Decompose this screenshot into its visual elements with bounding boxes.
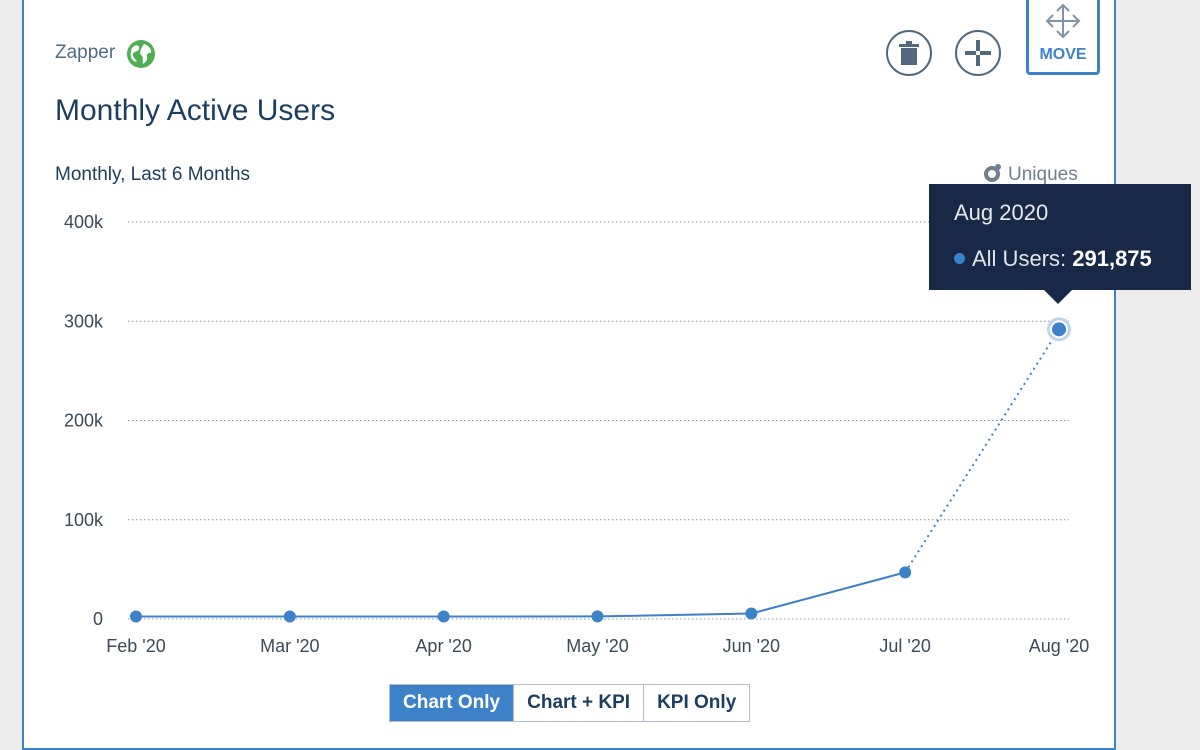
series-line-partial — [904, 328, 1060, 573]
x-tick-label: Mar '20 — [260, 636, 319, 656]
series-all-users — [130, 317, 1071, 623]
view-toggle-option[interactable]: Chart Only — [390, 685, 515, 721]
data-point[interactable] — [1050, 320, 1068, 339]
view-toggle: Chart Only Chart + KPI KPI Only — [389, 684, 751, 722]
y-tick-label: 300k — [64, 311, 104, 331]
x-tick-label: May '20 — [566, 636, 628, 656]
series-line — [136, 571, 906, 618]
data-point[interactable] — [899, 566, 912, 579]
line-chart: 0 100k 200k 300k 400k Feb '20 Mar '20 Apr '20 M… — [64, 212, 1089, 656]
resize-icon — [965, 40, 991, 66]
chart-subtitle: Monthly, Last 6 Months — [55, 164, 251, 185]
x-tick-label: Jul '20 — [879, 636, 930, 656]
metric-label: Uniques — [1008, 164, 1078, 185]
trash-icon — [899, 41, 919, 65]
tooltip-date: Aug 2020 — [954, 200, 1049, 225]
y-tick-label: 0 — [93, 609, 103, 629]
x-tick-label: Aug '20 — [1029, 636, 1090, 656]
data-point[interactable] — [591, 610, 604, 623]
move-arrows-icon — [1045, 3, 1081, 39]
x-tick-label: Feb '20 — [106, 636, 165, 656]
y-tick-label: 100k — [64, 510, 104, 530]
view-toggle-option[interactable]: Chart + KPI — [514, 685, 645, 721]
x-axis: Feb '20 Mar '20 Apr '20 May '20 Jun '20 Jul '… — [106, 636, 1089, 656]
x-tick-label: Jun '20 — [723, 636, 780, 656]
x-tick-label: Apr '20 — [415, 636, 471, 656]
data-point[interactable] — [283, 610, 296, 623]
resize-button[interactable] — [955, 30, 1001, 76]
delete-button[interactable] — [886, 30, 932, 76]
chart-gridlines — [128, 221, 1069, 620]
tooltip-series-label: All Users: — [972, 246, 1067, 271]
source-name: Zapper — [55, 42, 116, 63]
uniques-icon — [984, 164, 1001, 182]
move-label: MOVE — [1039, 46, 1087, 63]
metric-selector[interactable]: Uniques — [982, 163, 1078, 186]
globe-icon — [127, 40, 155, 68]
tooltip-row: All Users: 291,875 — [954, 246, 1191, 272]
y-axis: 0 100k 200k 300k 400k — [64, 212, 104, 629]
tooltip-value: 291,875 — [1072, 246, 1152, 271]
data-tooltip: Aug 2020 All Users: 291,875 — [929, 184, 1191, 304]
chart-title: Monthly Active Users — [55, 94, 336, 127]
y-tick-label: 400k — [64, 212, 104, 232]
move-button[interactable]: MOVE — [1026, 0, 1100, 75]
data-point[interactable] — [437, 610, 450, 623]
data-point[interactable] — [745, 607, 758, 620]
data-point[interactable] — [130, 610, 142, 623]
series-marker-icon — [954, 253, 965, 264]
view-toggle-option[interactable]: KPI Only — [644, 685, 750, 721]
chart-card — [22, 0, 1116, 750]
y-tick-label: 200k — [64, 411, 104, 431]
